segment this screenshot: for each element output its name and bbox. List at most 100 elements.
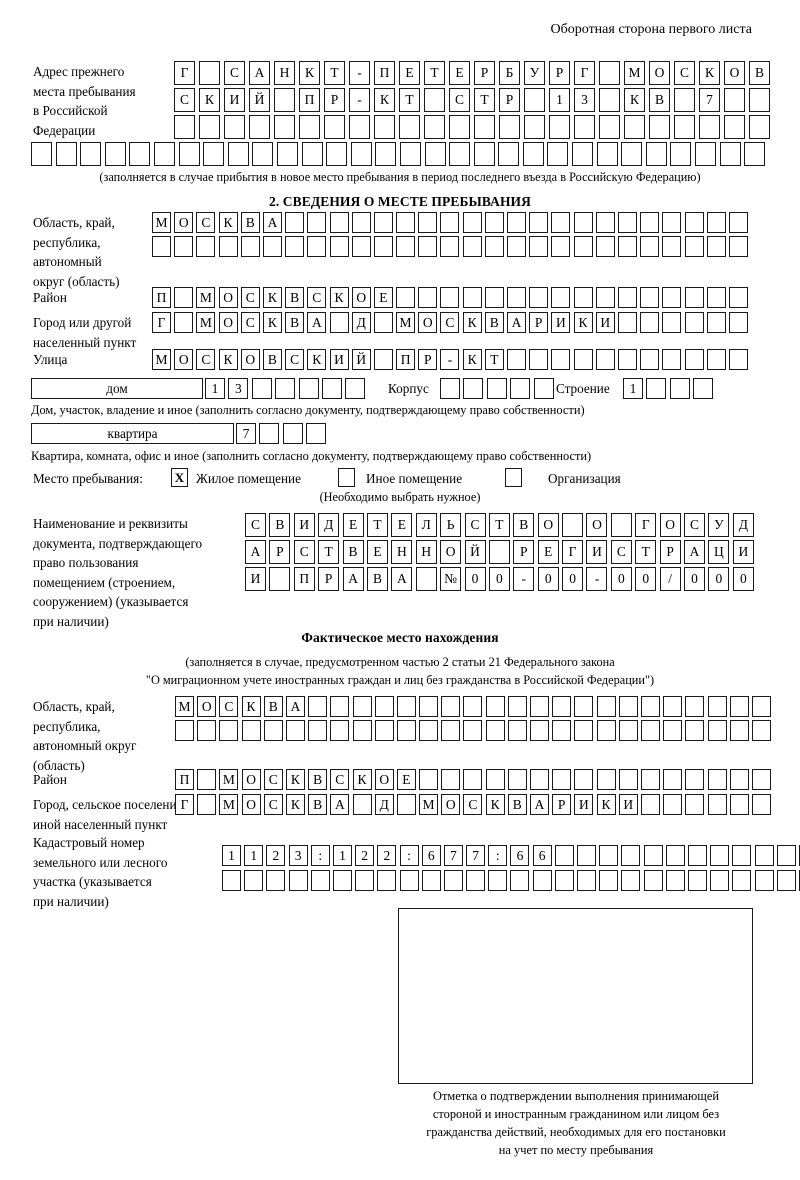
grid-cell[interactable] bbox=[330, 696, 350, 717]
grid-cell[interactable] bbox=[269, 567, 291, 591]
grid-cell[interactable]: Ц bbox=[708, 540, 730, 564]
grid-cell[interactable] bbox=[329, 236, 349, 257]
grid-cell[interactable]: Г bbox=[152, 312, 171, 333]
grid-cell[interactable]: У bbox=[708, 513, 730, 537]
grid-cell[interactable] bbox=[640, 794, 660, 815]
grid-cell[interactable]: А bbox=[262, 212, 282, 233]
grid-cell[interactable]: В bbox=[308, 769, 328, 790]
grid-cell[interactable]: Т bbox=[366, 513, 388, 537]
grid-cell[interactable] bbox=[308, 720, 328, 741]
grid-cell[interactable]: Е bbox=[366, 540, 388, 564]
grid-cell[interactable]: 7 bbox=[466, 845, 486, 866]
grid-cell[interactable]: П bbox=[374, 61, 395, 85]
grid-cell[interactable] bbox=[596, 720, 616, 741]
grid-cell[interactable] bbox=[640, 769, 660, 790]
korpus-cells[interactable] bbox=[440, 378, 554, 399]
grid-cell[interactable]: Г bbox=[175, 794, 194, 815]
grid-cell[interactable] bbox=[529, 236, 549, 257]
stroenie-cells[interactable]: 1 bbox=[623, 378, 714, 399]
grid-cell[interactable] bbox=[249, 115, 270, 139]
grid-cell[interactable] bbox=[669, 378, 690, 399]
grid-cell[interactable]: С bbox=[196, 349, 216, 370]
grid-cell[interactable]: В bbox=[749, 61, 770, 85]
grid-cell[interactable] bbox=[463, 720, 483, 741]
grid-cell[interactable]: Т bbox=[424, 61, 445, 85]
grid-cell[interactable] bbox=[197, 769, 217, 790]
grid-cell[interactable] bbox=[274, 88, 295, 112]
grid-cell[interactable]: О bbox=[724, 61, 745, 85]
grid-cell[interactable] bbox=[670, 142, 692, 166]
grid-cell[interactable] bbox=[307, 236, 327, 257]
grid-cell[interactable]: К bbox=[352, 769, 372, 790]
grid-cell[interactable] bbox=[252, 142, 274, 166]
grid-cell[interactable] bbox=[499, 115, 520, 139]
grid-cell[interactable] bbox=[282, 423, 303, 444]
grid-cell[interactable]: Т bbox=[488, 513, 510, 537]
grid-cell[interactable] bbox=[552, 769, 572, 790]
grid-cell[interactable]: Д bbox=[374, 794, 394, 815]
grid-cell[interactable] bbox=[374, 696, 394, 717]
grid-cell[interactable] bbox=[262, 236, 282, 257]
grid-cell[interactable] bbox=[710, 845, 730, 866]
grid-cell[interactable]: С bbox=[174, 88, 195, 112]
grid-cell[interactable] bbox=[687, 870, 707, 891]
grid-cell[interactable]: : bbox=[399, 845, 419, 866]
grid-cell[interactable] bbox=[624, 115, 645, 139]
grid-cell[interactable] bbox=[507, 720, 527, 741]
checkbox-zhiloe[interactable]: X bbox=[171, 468, 188, 487]
grid-cell[interactable] bbox=[349, 115, 370, 139]
actual-region-row-2[interactable] bbox=[175, 720, 771, 741]
grid-cell[interactable]: Т bbox=[324, 61, 345, 85]
grid-cell[interactable] bbox=[418, 287, 438, 308]
grid-cell[interactable]: Ь bbox=[440, 513, 462, 537]
grid-cell[interactable]: В bbox=[285, 287, 305, 308]
grid-cell[interactable] bbox=[484, 236, 504, 257]
grid-cell[interactable] bbox=[707, 794, 727, 815]
grid-cell[interactable]: Б bbox=[499, 61, 520, 85]
grid-cell[interactable] bbox=[285, 236, 305, 257]
grid-cell[interactable] bbox=[466, 870, 486, 891]
grid-cell[interactable] bbox=[618, 720, 638, 741]
grid-cell[interactable] bbox=[308, 696, 328, 717]
grid-cell[interactable] bbox=[674, 115, 695, 139]
grid-cell[interactable] bbox=[524, 115, 545, 139]
grid-cell[interactable] bbox=[662, 287, 682, 308]
grid-cell[interactable] bbox=[473, 142, 495, 166]
grid-cell[interactable] bbox=[288, 870, 308, 891]
grid-cell[interactable] bbox=[695, 142, 717, 166]
grid-cell[interactable]: О bbox=[351, 287, 371, 308]
grid-cell[interactable] bbox=[551, 349, 571, 370]
grid-cell[interactable] bbox=[595, 349, 615, 370]
grid-cell[interactable] bbox=[552, 720, 572, 741]
grid-cell[interactable] bbox=[510, 378, 531, 399]
grid-cell[interactable]: У bbox=[524, 61, 545, 85]
grid-cell[interactable] bbox=[547, 142, 569, 166]
grid-cell[interactable]: 0 bbox=[537, 567, 559, 591]
grid-cell[interactable] bbox=[577, 845, 596, 866]
grid-cell[interactable]: К bbox=[307, 349, 327, 370]
grid-cell[interactable]: К bbox=[485, 794, 505, 815]
grid-cell[interactable] bbox=[222, 870, 241, 891]
grid-cell[interactable] bbox=[551, 287, 571, 308]
grid-cell[interactable]: И bbox=[586, 540, 608, 564]
grid-cell[interactable] bbox=[662, 212, 682, 233]
grid-cell[interactable] bbox=[462, 212, 482, 233]
grid-cell[interactable]: Д bbox=[732, 513, 754, 537]
grid-cell[interactable]: 1 bbox=[549, 88, 570, 112]
grid-cell[interactable]: С bbox=[224, 61, 245, 85]
grid-cell[interactable]: Р bbox=[499, 88, 520, 112]
grid-cell[interactable]: К bbox=[262, 287, 282, 308]
grid-cell[interactable] bbox=[440, 212, 460, 233]
grid-cell[interactable] bbox=[488, 540, 510, 564]
grid-cell[interactable] bbox=[599, 88, 620, 112]
grid-cell[interactable] bbox=[724, 115, 745, 139]
grid-cell[interactable] bbox=[241, 720, 261, 741]
grid-cell[interactable]: 1 bbox=[205, 378, 225, 399]
grid-cell[interactable] bbox=[618, 696, 638, 717]
grid-cell[interactable] bbox=[419, 720, 439, 741]
grid-cell[interactable] bbox=[552, 696, 572, 717]
grid-cell[interactable] bbox=[498, 142, 520, 166]
